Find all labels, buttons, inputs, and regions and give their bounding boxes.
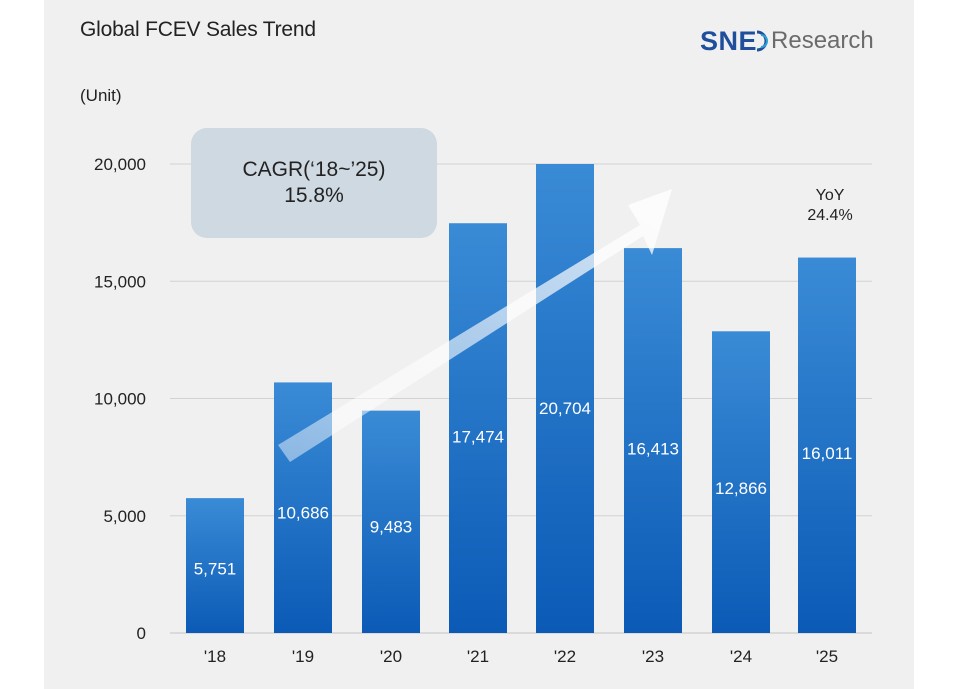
bar bbox=[536, 164, 594, 633]
bar bbox=[712, 331, 770, 633]
x-tick-label: '24 bbox=[730, 647, 752, 666]
bar bbox=[186, 498, 244, 633]
bar-value-label: 17,474 bbox=[452, 427, 504, 446]
y-tick-label: 20,000 bbox=[94, 155, 146, 174]
bar-value-label: 16,413 bbox=[627, 439, 679, 458]
bar bbox=[362, 410, 420, 633]
bar bbox=[624, 248, 682, 633]
cagr-label: CAGR(‘18~’25) bbox=[242, 158, 386, 181]
y-tick-label: 15,000 bbox=[94, 272, 146, 291]
y-tick-label: 5,000 bbox=[103, 507, 146, 526]
sne-research-logo: SNE Research bbox=[700, 24, 874, 58]
logo-sne-text: SNE bbox=[700, 25, 758, 56]
x-tick-label: '22 bbox=[554, 647, 576, 666]
bar-value-label: 20,704 bbox=[539, 399, 591, 418]
bar-value-labels: 5,751 10,686 9,483 17,474 20,704 16,413 12,866… bbox=[194, 399, 853, 578]
bar bbox=[449, 223, 507, 634]
x-tick-label: '18 bbox=[204, 647, 226, 666]
yoy-label: YoY bbox=[815, 187, 845, 204]
cagr-annotation: CAGR(‘18~’25) 15.8% bbox=[191, 128, 437, 238]
x-tick-label: '20 bbox=[380, 647, 402, 666]
bar-value-label: 10,686 bbox=[277, 504, 329, 523]
bar-value-label: 5,751 bbox=[194, 559, 237, 578]
trend-arrow bbox=[278, 189, 672, 462]
x-tick-label: '21 bbox=[467, 647, 489, 666]
bar bbox=[798, 257, 856, 633]
x-axis-ticks: '18 '19 '20 '21 '22 '23 '24 '25 bbox=[204, 647, 838, 666]
bar-value-label: 16,011 bbox=[802, 444, 853, 463]
x-tick-label: '19 bbox=[292, 647, 314, 666]
logo-research-text: Research bbox=[771, 27, 874, 54]
bar-value-label: 9,483 bbox=[370, 517, 413, 536]
yoy-annotation: YoY 24.4% bbox=[780, 186, 880, 226]
x-tick-label: '23 bbox=[642, 647, 664, 666]
yoy-value: 24.4% bbox=[807, 207, 853, 224]
cagr-arrow-icon bbox=[278, 189, 672, 462]
y-tick-label: 0 bbox=[137, 624, 146, 643]
cagr-value: 15.8% bbox=[284, 184, 344, 207]
chart-title: Global FCEV Sales Trend bbox=[80, 18, 316, 41]
logo-arc-icon bbox=[756, 30, 769, 52]
unit-label: (Unit) bbox=[80, 86, 122, 105]
y-tick-label: 10,000 bbox=[94, 390, 146, 409]
x-tick-label: '25 bbox=[816, 647, 838, 666]
y-axis-ticks: 0 5,000 10,000 15,000 20,000 bbox=[94, 155, 146, 643]
bar-value-label: 12,866 bbox=[715, 479, 767, 498]
